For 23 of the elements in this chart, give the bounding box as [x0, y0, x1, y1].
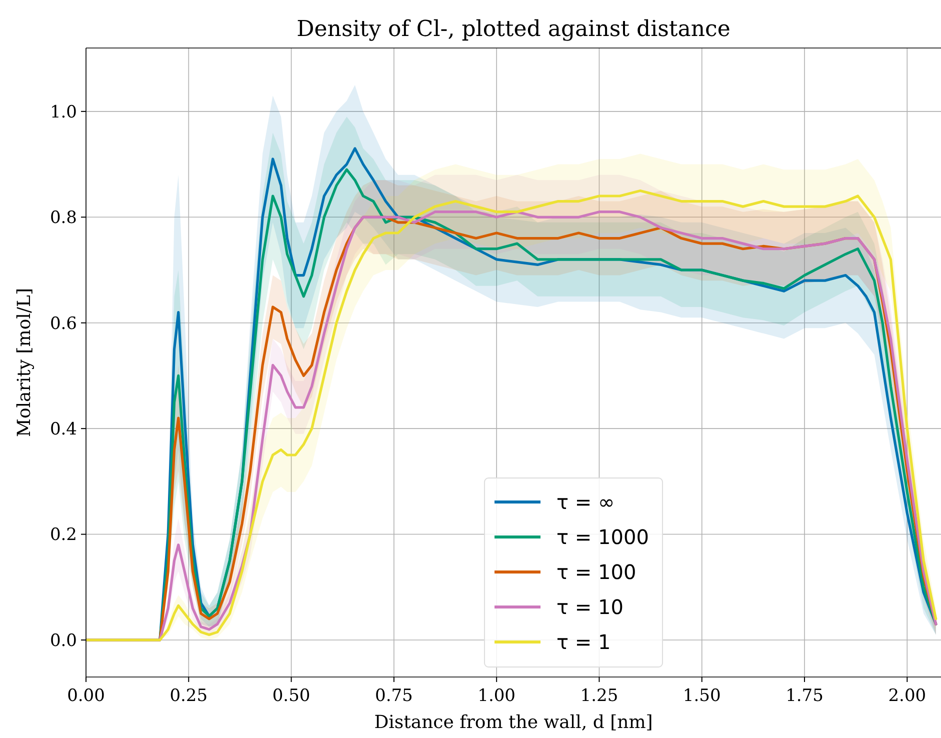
- x-tick-label: 0.25: [170, 686, 208, 706]
- x-tick-label: 1.75: [786, 686, 824, 706]
- legend-label: τ = 1: [556, 630, 611, 654]
- x-tick-label: 1.00: [478, 686, 516, 706]
- x-axis-title: Distance from the wall, d [nm]: [374, 712, 653, 733]
- x-tick-label: 2.00: [888, 686, 926, 706]
- y-tick-label: 0.8: [50, 208, 77, 228]
- legend-label: τ = 1000: [556, 525, 649, 549]
- y-tick-label: 0.6: [50, 314, 77, 334]
- chart-title: Density of Cl-, plotted against distance: [296, 17, 730, 42]
- y-tick-label: 0.0: [50, 630, 77, 651]
- legend-label: τ = 10: [556, 595, 624, 619]
- y-axis-title: Molarity [mol/L]: [14, 288, 35, 437]
- y-tick-label: 1.0: [50, 102, 77, 122]
- legend-label: τ = ∞: [556, 490, 615, 514]
- y-tick-label: 0.4: [50, 420, 77, 440]
- y-tick-label: 0.2: [50, 525, 77, 546]
- x-tick-label: 1.25: [580, 686, 618, 706]
- x-tick-label: 0.00: [67, 686, 105, 706]
- x-tick-label: 0.75: [375, 686, 413, 706]
- x-tick-label: 0.50: [272, 686, 310, 706]
- x-tick-label: 1.50: [682, 686, 721, 706]
- legend-label: τ = 100: [556, 560, 636, 584]
